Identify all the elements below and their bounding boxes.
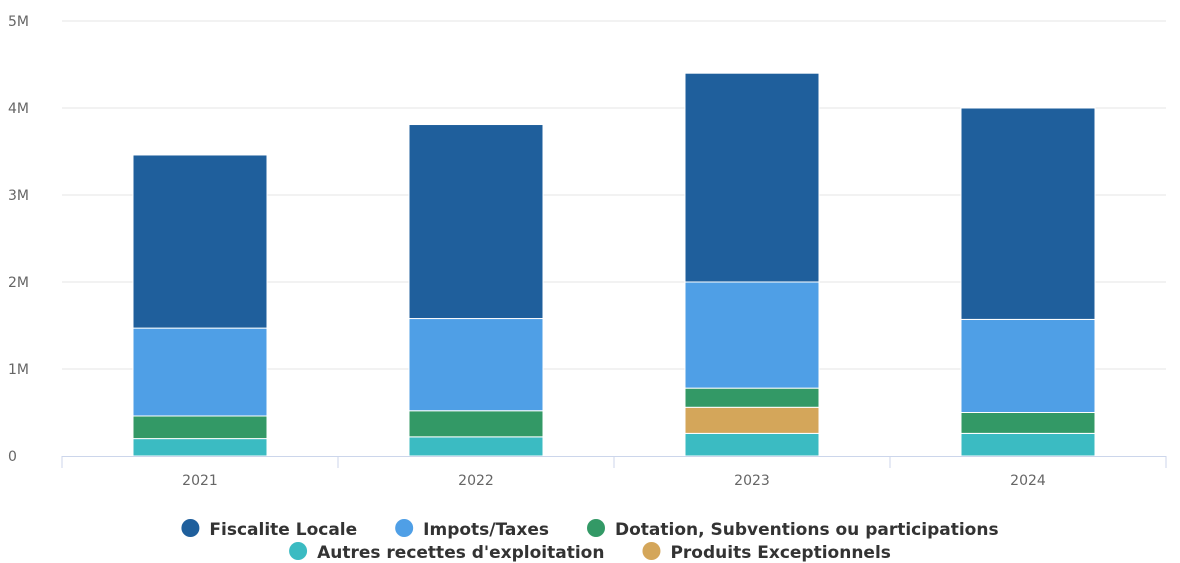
legend-symbol (289, 542, 308, 560)
bar-segment[interactable] (960, 432, 1096, 457)
legend-item[interactable]: Dotation, Subventions ou participations (587, 519, 999, 540)
bar-segment[interactable] (132, 415, 268, 440)
bar-segment[interactable] (132, 438, 268, 457)
bar-segment[interactable] (684, 406, 820, 434)
legend-label: Impots/Taxes (423, 520, 549, 540)
y-axis-ticks: 0 1M 2M 3M 4M 5M (8, 14, 29, 465)
bar-segment[interactable] (960, 107, 1096, 320)
legend: Fiscalite Locale Impots/Taxes Dotation, Su… (181, 519, 999, 563)
bars (132, 72, 1096, 457)
bar-segment[interactable] (684, 387, 820, 408)
legend-symbol (642, 542, 661, 560)
y-tick-label: 1M (8, 362, 29, 378)
legend-item[interactable]: Fiscalite Locale (181, 519, 357, 540)
bar-segment[interactable] (408, 318, 544, 412)
bar-segment[interactable] (132, 327, 268, 417)
bar-segment[interactable] (960, 412, 1096, 434)
legend-label: Produits Exceptionnels (670, 543, 890, 563)
x-tick-label: 2022 (458, 473, 494, 489)
bar-segment[interactable] (960, 318, 1096, 413)
y-tick-label: 4M (8, 101, 29, 117)
bar-segment[interactable] (684, 72, 820, 283)
x-tick-label: 2023 (734, 473, 770, 489)
x-axis: 2021 2022 2023 2024 (61, 456, 1167, 489)
legend-symbol (181, 519, 200, 537)
legend-label: Autres recettes d'exploitation (317, 543, 604, 563)
bar-segment[interactable] (408, 124, 544, 320)
bar-segment[interactable] (408, 410, 544, 438)
legend-label: Dotation, Subventions ou participations (615, 520, 999, 540)
legend-symbol (587, 519, 606, 537)
bar-segment[interactable] (132, 154, 268, 329)
x-tick-label: 2024 (1010, 473, 1046, 489)
y-tick-label: 3M (8, 188, 29, 204)
legend-item[interactable]: Produits Exceptionnels (642, 542, 891, 563)
legend-label: Fiscalite Locale (209, 520, 357, 540)
bar-segment[interactable] (408, 436, 544, 457)
bar-segment[interactable] (684, 432, 820, 457)
y-tick-label: 0 (8, 449, 17, 465)
bar-segment[interactable] (684, 281, 820, 389)
legend-item[interactable]: Autres recettes d'exploitation (289, 542, 604, 563)
x-tick-label: 2021 (182, 473, 218, 489)
y-tick-label: 5M (8, 14, 29, 30)
legend-item[interactable]: Impots/Taxes (395, 519, 549, 540)
y-tick-label: 2M (8, 275, 29, 291)
legend-symbol (395, 519, 414, 537)
